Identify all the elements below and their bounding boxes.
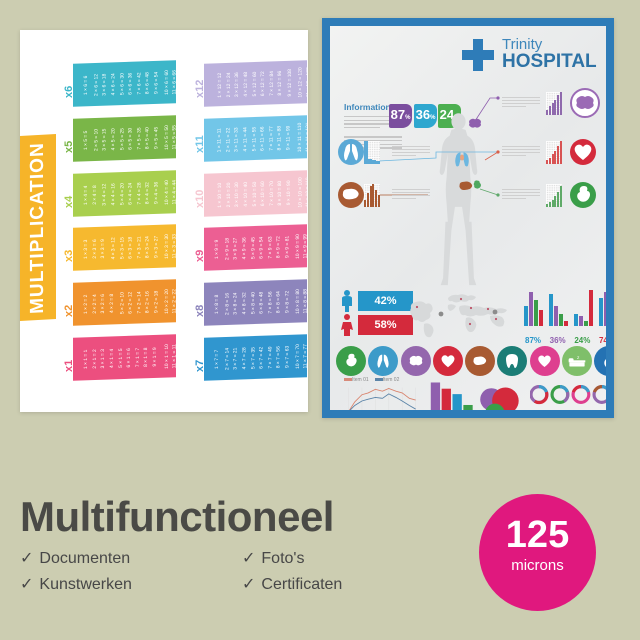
svg-text:z: z [577, 356, 580, 361]
